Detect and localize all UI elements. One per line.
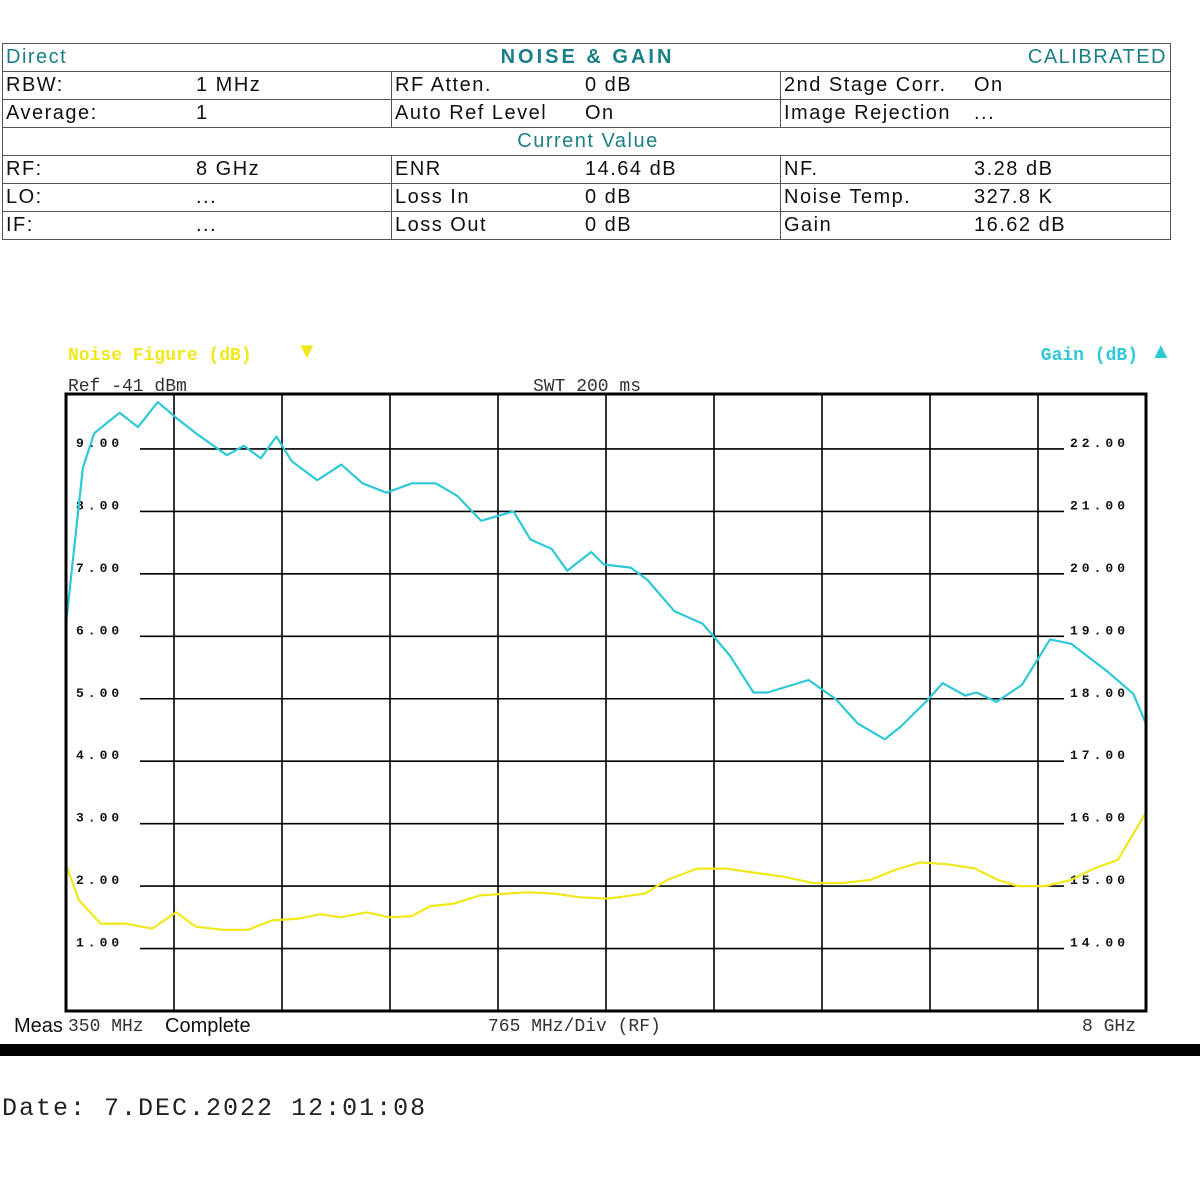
noise-figure-tick-label: 6.00 <box>76 623 123 638</box>
average-value: 1 <box>196 102 209 124</box>
nf-value: 3.28 dB <box>974 158 1054 180</box>
image-rejection-label: Image Rejection <box>784 102 952 124</box>
lo-label: LO: <box>6 186 43 208</box>
if-value: ... <box>196 214 218 236</box>
noise-figure-tick-label: 4.00 <box>76 748 123 763</box>
lo-value: ... <box>196 186 218 208</box>
footer-bar <box>0 1044 1200 1056</box>
noise-figure-tick-label: 1.00 <box>76 936 123 951</box>
gain-trace <box>64 400 1148 741</box>
gain-label: Gain <box>784 214 833 236</box>
rf-atten-label: RF Atten. <box>395 74 492 96</box>
settings-row: Average: 1 Auto Ref Level On Image Rejecti… <box>2 99 1171 128</box>
noise-figure-tick-label: 2.00 <box>76 873 123 888</box>
noise-figure-trace <box>64 811 1147 931</box>
chart-grid <box>140 394 1064 1011</box>
image-rejection-value: ... <box>974 102 996 124</box>
loss-in-label: Loss In <box>395 186 470 208</box>
noise-figure-axis-label: Noise Figure (dB) <box>68 346 252 366</box>
current-value-heading: Current Value <box>2 127 1171 156</box>
chart-traces <box>64 400 1148 931</box>
gain-tick-label: 21.00 <box>1070 498 1129 513</box>
noise-temp-value: 327.8 K <box>974 186 1054 208</box>
start-frequency-label: 350 MHz <box>68 1017 144 1037</box>
enr-value: 14.64 dB <box>585 158 678 180</box>
noise-gain-chart: Noise Figure (dB) ▼ Gain (dB) ▲ Ref -41 … <box>14 338 1172 1037</box>
auto-ref-level-label: Auto Ref Level <box>395 102 548 124</box>
current-row: RF: 8 GHz ENR 14.64 dB NF. 3.28 dB <box>2 155 1171 184</box>
rf-label: RF: <box>6 158 43 180</box>
loss-out-value: 0 dB <box>585 214 633 236</box>
status-suffix: Complete <box>165 1015 251 1037</box>
title-row: Direct NOISE & GAIN CALIBRATED <box>2 43 1171 72</box>
loss-in-value: 0 dB <box>585 186 633 208</box>
mode-label: Direct <box>2 43 392 72</box>
gain-tick-label: 15.00 <box>1070 873 1129 888</box>
noise-figure-tick-label: 3.00 <box>76 811 123 826</box>
measurement-title: NOISE & GAIN <box>391 43 781 72</box>
rbw-label: RBW: <box>6 74 64 96</box>
date-prefix: Date: <box>2 1094 88 1123</box>
gain-tick-label: 20.00 <box>1070 561 1129 576</box>
noise-figure-marker: ▼ <box>296 338 318 363</box>
stop-frequency-label: 8 GHz <box>1082 1017 1136 1037</box>
gain-tick-label: 18.00 <box>1070 686 1129 701</box>
nf-label: NF. <box>784 158 819 180</box>
loss-out-label: Loss Out <box>395 214 488 236</box>
gain-value: 16.62 dB <box>974 214 1067 236</box>
noise-figure-tick-label: 9.00 <box>76 436 123 451</box>
current-row: IF:... Loss Out 0 dB Gain 16.62 dB <box>2 211 1171 240</box>
ref-level-label: Ref -41 dBm <box>68 377 187 397</box>
status-prefix: Meas <box>14 1015 63 1037</box>
gain-ticks: 22.00 21.00 20.00 19.00 18.00 17.00 16.00 15.00… <box>1070 436 1129 951</box>
second-stage-corr-label: 2nd Stage Corr. <box>784 74 947 96</box>
enr-label: ENR <box>395 158 442 180</box>
noise-figure-tick-label: 8.00 <box>76 498 123 513</box>
timestamp: Date: 7.DEC.2022 12:01:08 <box>2 1094 427 1123</box>
gain-tick-label: 17.00 <box>1070 748 1129 763</box>
gain-tick-label: 19.00 <box>1070 623 1129 638</box>
gain-tick-label: 16.00 <box>1070 811 1129 826</box>
plot-frame <box>64 392 1148 1013</box>
average-label: Average: <box>6 102 98 124</box>
gain-tick-label: 22.00 <box>1070 436 1129 451</box>
second-stage-corr-value: On <box>974 74 1004 96</box>
rf-atten-value: 0 dB <box>585 74 633 96</box>
auto-ref-level-value: On <box>585 102 615 124</box>
settings-table: Direct NOISE & GAIN CALIBRATED RBW: 1 MHz… <box>2 43 1171 240</box>
division-label: 765 MHz/Div (RF) <box>488 1017 661 1037</box>
if-label: IF: <box>6 214 34 236</box>
gain-marker: ▲ <box>1150 338 1172 363</box>
noise-figure-ticks: 9.00 8.00 7.00 6.00 5.00 4.00 3.00 2.00 1.00 <box>76 436 123 951</box>
rf-value: 8 GHz <box>196 158 261 180</box>
date-value: 7.DEC.2022 <box>104 1094 275 1123</box>
noise-figure-tick-label: 7.00 <box>76 561 123 576</box>
calibration-status: CALIBRATED <box>780 43 1171 72</box>
current-row: LO:... Loss In 0 dB Noise Temp. 327.8 K <box>2 183 1171 212</box>
time-value: 12:01:08 <box>291 1094 428 1123</box>
noise-figure-tick-label: 5.00 <box>76 686 123 701</box>
noise-temp-label: Noise Temp. <box>784 186 912 208</box>
current-value-header-row: Current Value <box>2 127 1171 156</box>
gain-axis-label: Gain (dB) <box>1041 346 1138 366</box>
rbw-value: 1 MHz <box>196 74 262 96</box>
sweep-time-label: SWT 200 ms <box>533 377 641 397</box>
gain-tick-label: 14.00 <box>1070 936 1129 951</box>
settings-row: RBW: 1 MHz RF Atten. 0 dB 2nd Stage Corr. O… <box>2 71 1171 100</box>
